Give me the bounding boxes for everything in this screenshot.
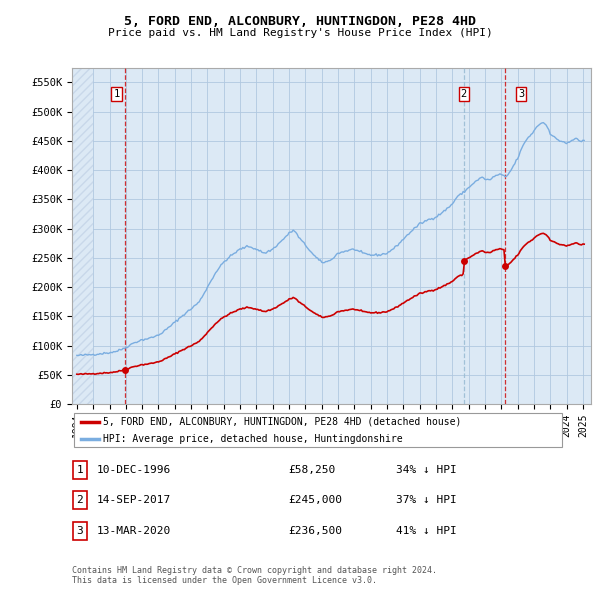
Text: 3: 3 — [518, 89, 524, 99]
FancyBboxPatch shape — [74, 413, 562, 447]
Text: 3: 3 — [76, 526, 83, 536]
Text: £58,250: £58,250 — [288, 465, 335, 474]
FancyBboxPatch shape — [73, 522, 87, 540]
Text: £236,500: £236,500 — [288, 526, 342, 536]
Text: 1: 1 — [76, 465, 83, 474]
Text: 13-MAR-2020: 13-MAR-2020 — [97, 526, 171, 536]
Text: £245,000: £245,000 — [288, 496, 342, 505]
Bar — [72, 68, 93, 404]
Text: HPI: Average price, detached house, Huntingdonshire: HPI: Average price, detached house, Hunt… — [103, 434, 403, 444]
Text: 37% ↓ HPI: 37% ↓ HPI — [396, 496, 457, 505]
Text: 41% ↓ HPI: 41% ↓ HPI — [396, 526, 457, 536]
Text: 2: 2 — [461, 89, 467, 99]
Text: 5, FORD END, ALCONBURY, HUNTINGDON, PE28 4HD (detached house): 5, FORD END, ALCONBURY, HUNTINGDON, PE28… — [103, 417, 461, 427]
Text: 5, FORD END, ALCONBURY, HUNTINGDON, PE28 4HD: 5, FORD END, ALCONBURY, HUNTINGDON, PE28… — [124, 15, 476, 28]
Text: 1: 1 — [113, 89, 119, 99]
Text: Contains HM Land Registry data © Crown copyright and database right 2024.
This d: Contains HM Land Registry data © Crown c… — [72, 566, 437, 585]
FancyBboxPatch shape — [73, 491, 87, 509]
Text: 34% ↓ HPI: 34% ↓ HPI — [396, 465, 457, 474]
Text: 10-DEC-1996: 10-DEC-1996 — [97, 465, 171, 474]
Text: 2: 2 — [76, 496, 83, 505]
Text: 14-SEP-2017: 14-SEP-2017 — [97, 496, 171, 505]
Text: Price paid vs. HM Land Registry's House Price Index (HPI): Price paid vs. HM Land Registry's House … — [107, 28, 493, 38]
FancyBboxPatch shape — [73, 461, 87, 478]
